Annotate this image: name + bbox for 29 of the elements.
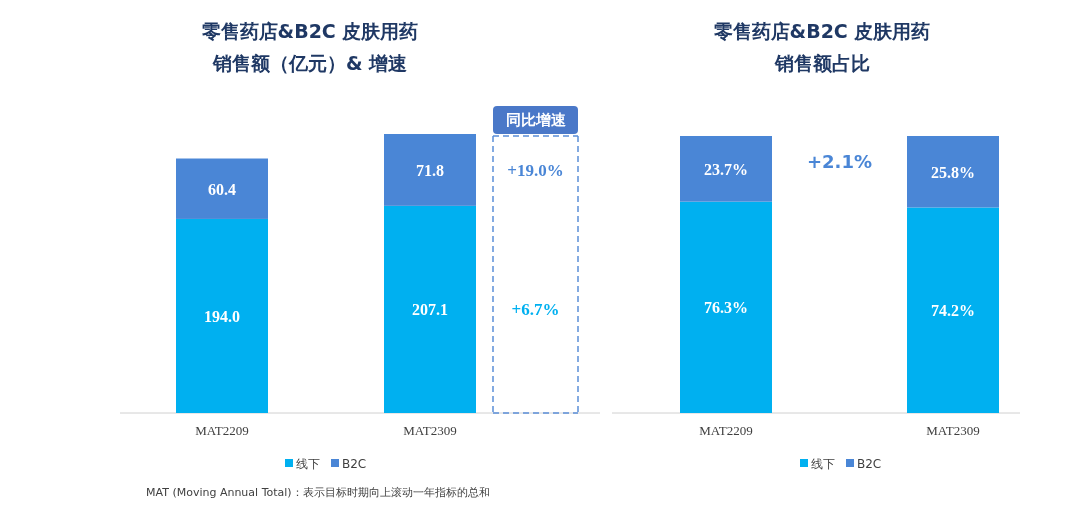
legend-label: 线下 bbox=[296, 457, 320, 471]
data-label: 194.0 bbox=[204, 307, 240, 325]
legend-label: 线下 bbox=[811, 457, 835, 471]
data-label: 23.7% bbox=[704, 160, 748, 178]
bar bbox=[384, 134, 476, 206]
annotation: +19.0% bbox=[507, 160, 564, 180]
chart-title: 零售药店&B2C 皮肤用药 bbox=[201, 20, 419, 42]
x-tick-label: MAT2309 bbox=[403, 423, 457, 438]
bar bbox=[384, 205, 476, 413]
data-label: 71.8 bbox=[416, 161, 444, 179]
chart-subtitle: 销售额占比 bbox=[773, 52, 870, 74]
data-label: 207.1 bbox=[412, 301, 448, 319]
bar bbox=[176, 158, 268, 219]
data-label: 76.3% bbox=[704, 299, 748, 317]
bar bbox=[176, 218, 268, 413]
legend-label: B2C bbox=[342, 457, 367, 471]
data-label: 60.4 bbox=[208, 180, 236, 198]
data-label: 74.2% bbox=[931, 302, 975, 320]
x-tick-label: MAT2209 bbox=[195, 423, 249, 438]
legend-label: B2C bbox=[857, 457, 882, 471]
annotation: +6.7% bbox=[511, 300, 560, 320]
x-tick-label: MAT2309 bbox=[926, 423, 980, 438]
chart-title: 零售药店&B2C 皮肤用药 bbox=[713, 20, 931, 42]
chart-subtitle: 销售额（亿元）& 增速 bbox=[211, 52, 408, 74]
data-label: 25.8% bbox=[931, 163, 975, 181]
annotation: +2.1% bbox=[806, 151, 873, 173]
text: 同比增速 bbox=[505, 111, 567, 129]
x-tick-label: MAT2209 bbox=[699, 423, 753, 438]
text: MAT (Moving Annual Total)：表示目标时期向上滚动一年指标的总和 bbox=[146, 486, 490, 499]
